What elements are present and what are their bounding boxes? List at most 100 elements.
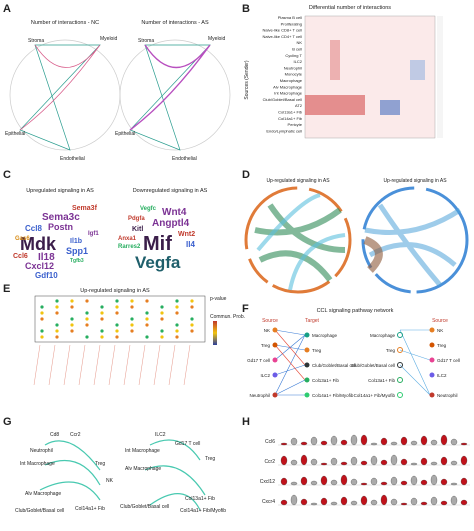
- dot: [55, 311, 59, 315]
- violin: [460, 442, 468, 446]
- node-label: Club/Goblet/Basal cell: [120, 504, 169, 510]
- target-label: Col14a1+ Fib/Myofib: [354, 393, 396, 398]
- dot: [55, 329, 59, 333]
- node-label: Treg: [205, 456, 215, 462]
- dot: [160, 311, 164, 315]
- violin: [280, 477, 288, 486]
- word: Gdf10: [35, 271, 58, 280]
- dot: [85, 317, 89, 321]
- dot: [175, 311, 179, 315]
- dot: [55, 323, 59, 327]
- legend-title: Commun. Prob.: [210, 314, 245, 320]
- dot: [175, 335, 179, 339]
- violin: [290, 437, 298, 446]
- dots: [40, 299, 194, 339]
- dot: [115, 329, 119, 333]
- word: Ccl6: [13, 253, 28, 260]
- node-label: Int Macrophage: [20, 461, 55, 467]
- row-label: Int Macrophage: [274, 91, 303, 96]
- violin: [330, 501, 338, 506]
- violin: [300, 498, 308, 506]
- word: Ccl8: [25, 224, 42, 233]
- target-label: Treg: [386, 348, 396, 353]
- dot: [130, 305, 134, 309]
- violin: [330, 435, 338, 446]
- violin: [380, 481, 388, 486]
- word: Mdk: [20, 234, 57, 254]
- gene-label: Ccr2: [264, 459, 275, 465]
- legend-title: p-value: [210, 296, 227, 302]
- dot: [70, 317, 74, 321]
- violin: [420, 435, 428, 446]
- violin: [280, 499, 288, 506]
- target-label: Macrophage: [370, 333, 396, 338]
- panel-title: Up-regulated signaling in AS: [266, 178, 330, 184]
- dot: [130, 329, 134, 333]
- violin: [420, 457, 428, 466]
- violin: [330, 457, 338, 466]
- violin: [430, 439, 438, 446]
- row-label: Proliferating: [281, 21, 302, 26]
- violin: [450, 460, 458, 466]
- violin: [450, 495, 458, 506]
- row-label: Col13a1+ Fib: [278, 110, 303, 115]
- dot: [160, 317, 164, 321]
- node-label: Myeloid: [208, 36, 225, 42]
- heatmap: [304, 15, 443, 139]
- violin: [460, 455, 468, 466]
- dot: [40, 317, 44, 321]
- dot: [145, 323, 149, 327]
- row-label: Monocyte: [285, 72, 303, 77]
- dot: [40, 311, 44, 315]
- panel-label: H: [242, 416, 250, 428]
- row-label: Cycling T: [285, 53, 302, 58]
- panel-label: A: [3, 3, 11, 15]
- word: Vegfc: [140, 206, 157, 212]
- violin: [350, 478, 358, 486]
- violin: [370, 499, 378, 506]
- word: Vegfa: [135, 253, 181, 272]
- dot: [100, 305, 104, 309]
- row-label: NK: [296, 40, 302, 45]
- row-label: Alv Macrophage: [273, 84, 303, 89]
- dot: [85, 311, 89, 315]
- violin: [320, 462, 328, 466]
- row-label: Macrophage: [280, 78, 303, 83]
- target-label: Macrophage: [312, 333, 338, 338]
- violin: [280, 442, 288, 446]
- violin: [300, 476, 308, 486]
- violin: [360, 434, 368, 446]
- node-label: Col14a1+ Fib: [75, 506, 105, 512]
- word: Igf1: [88, 231, 99, 237]
- dot: [85, 323, 89, 327]
- violin: [450, 482, 458, 486]
- source-label: Gd17 T cell: [437, 358, 460, 363]
- dot: [100, 335, 104, 339]
- dot: [40, 305, 44, 309]
- word: Angptl4: [152, 218, 190, 229]
- row-label: Club/Goblet/Basal cell: [263, 97, 302, 102]
- word: Wnt4: [162, 207, 187, 218]
- dot: [40, 329, 44, 333]
- violin: [380, 494, 388, 506]
- node-label: Stroma: [28, 38, 44, 44]
- dot: [55, 299, 59, 303]
- violin: [340, 439, 348, 446]
- gene-label: Ccl6: [265, 439, 275, 445]
- network: [39, 439, 206, 511]
- source-label: Gd17 T cell: [247, 358, 270, 363]
- violin: [340, 496, 348, 506]
- dot: [190, 329, 194, 333]
- violin: [290, 481, 298, 486]
- dot: [115, 323, 119, 327]
- node-label: Stroma: [138, 38, 154, 44]
- violin: [390, 476, 398, 486]
- violin: [340, 474, 348, 486]
- violin: [410, 462, 418, 466]
- word: Il1b: [70, 238, 82, 245]
- source-label: ILC2: [260, 373, 270, 378]
- target-label: Col14a1+ Fib/Myofib: [312, 393, 354, 398]
- violin: [400, 436, 408, 446]
- dot: [115, 305, 119, 309]
- row-label: B cell: [292, 47, 302, 52]
